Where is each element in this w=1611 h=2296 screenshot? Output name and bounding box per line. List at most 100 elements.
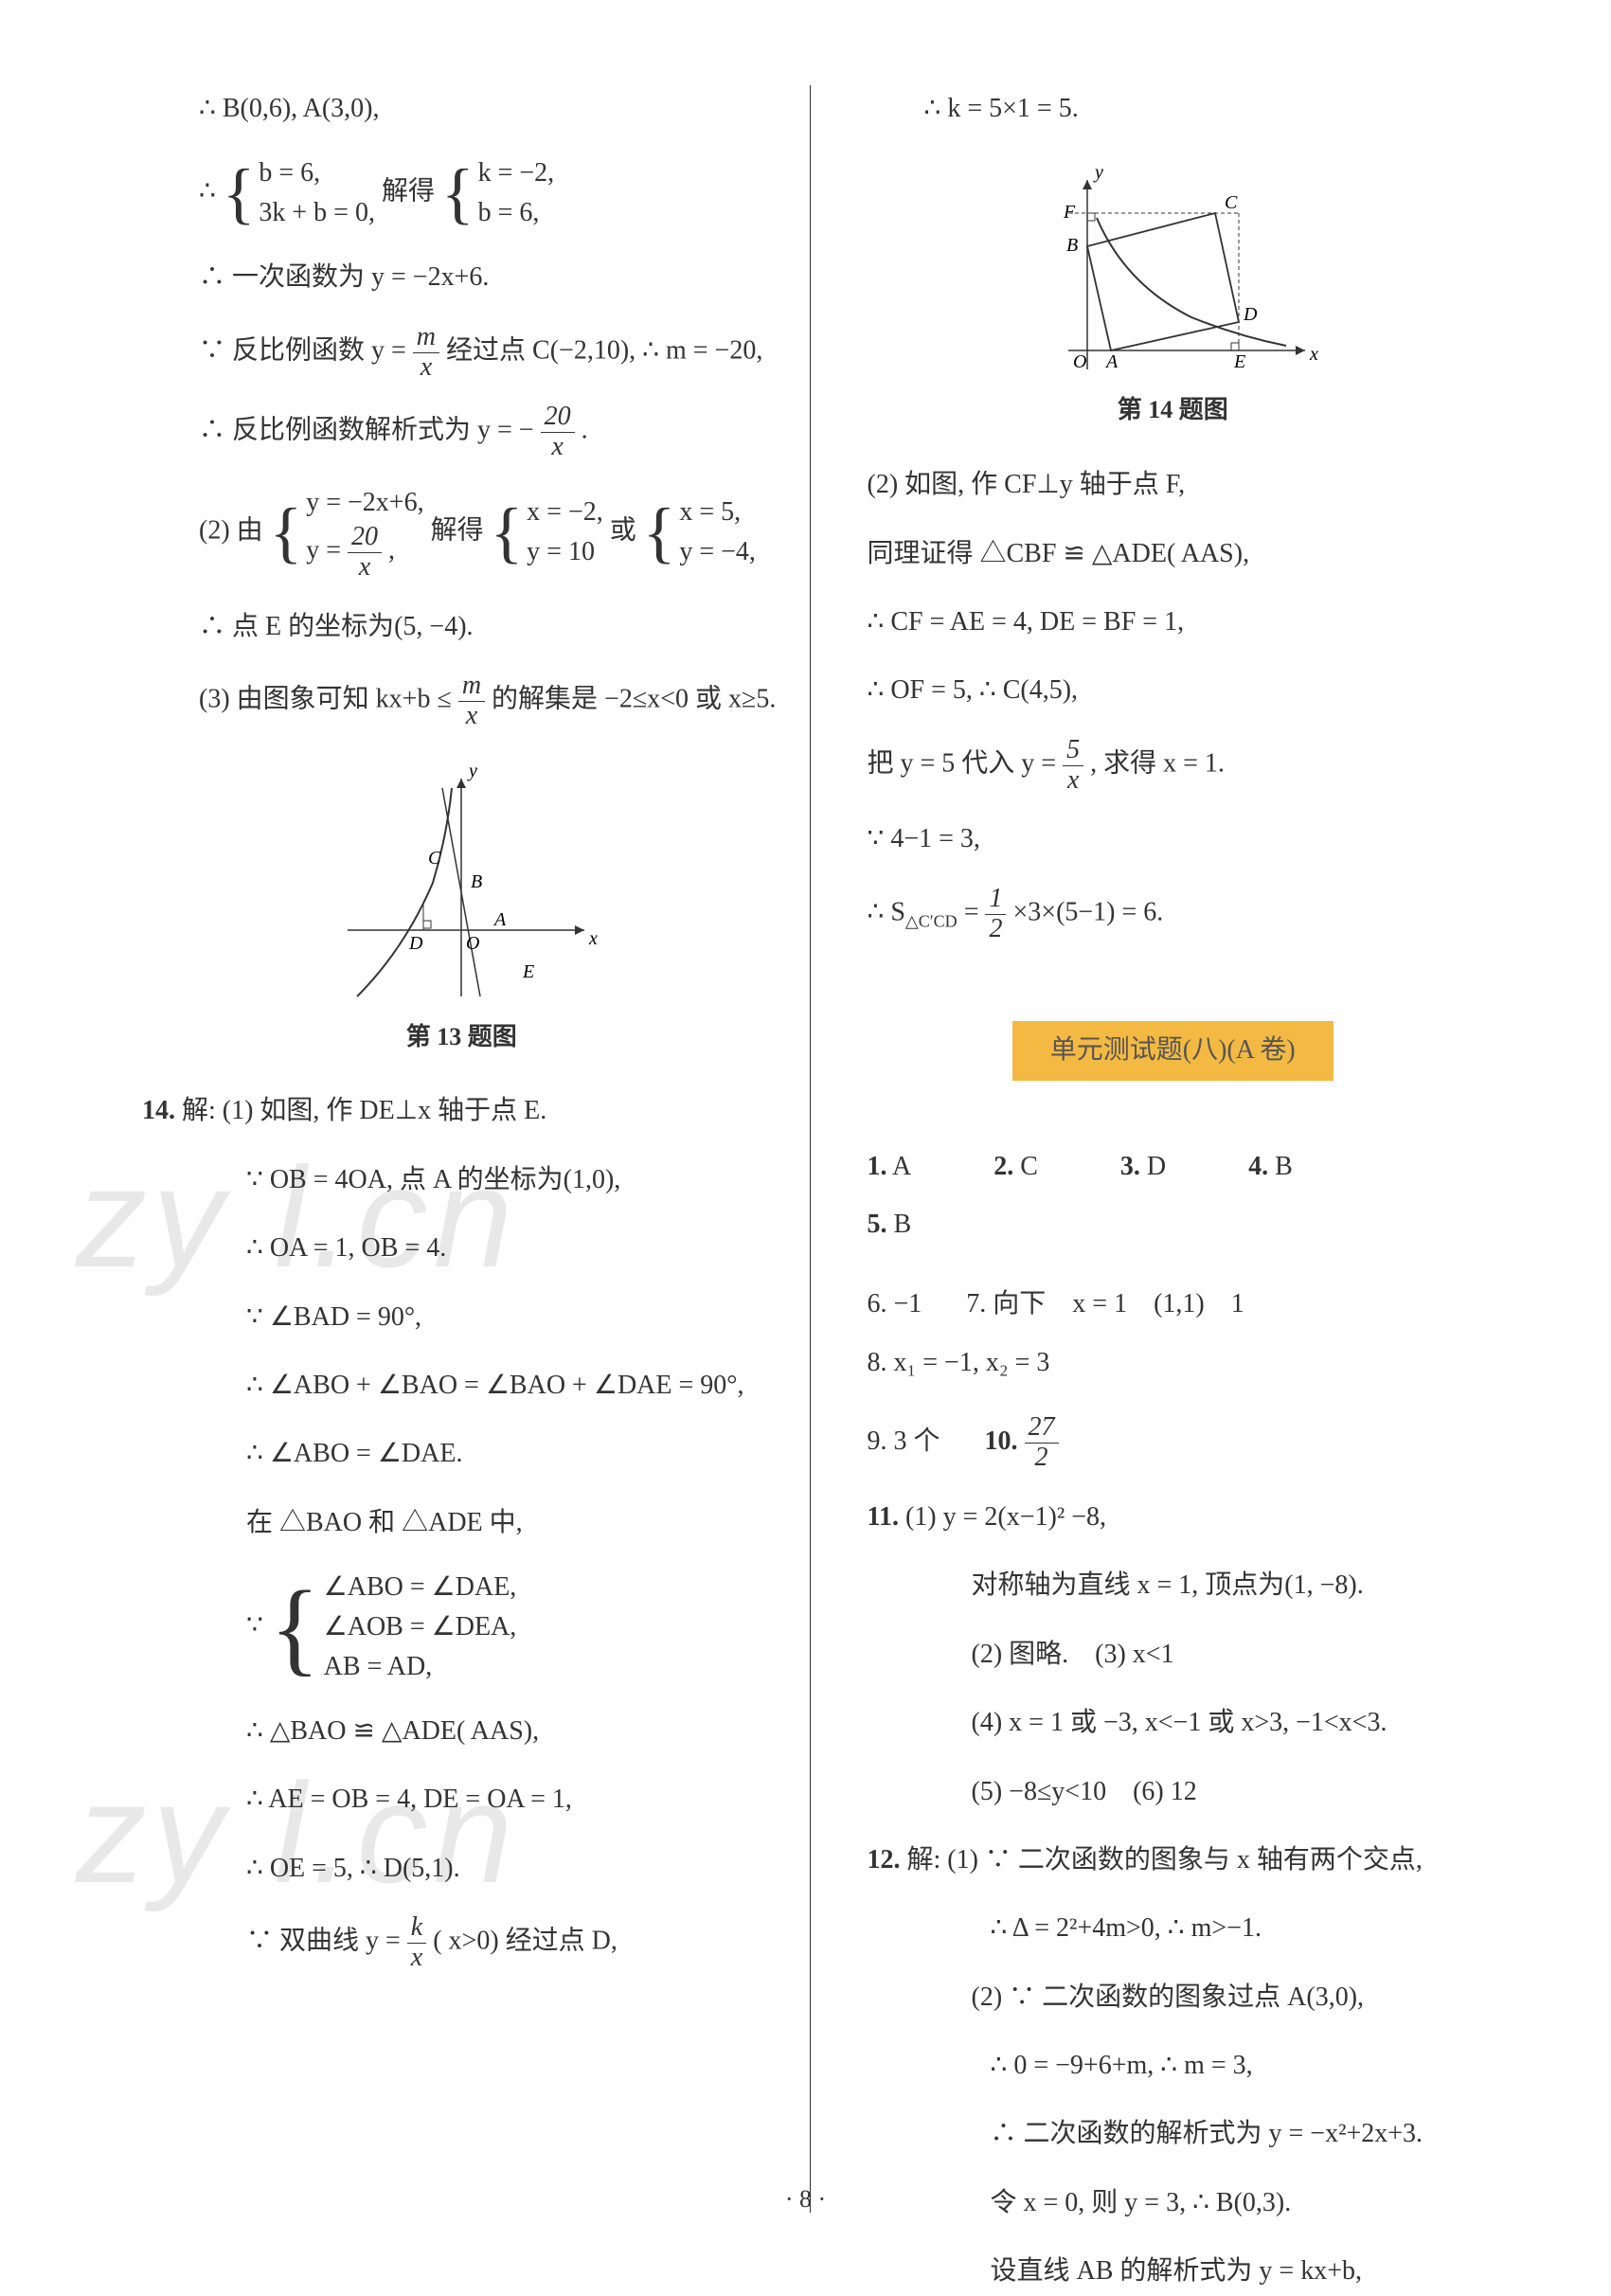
q14-head: 14. 解: (1) 如图, 作 DE⊥x 轴于点 E. xyxy=(142,1087,781,1135)
q12-line7: 设直线 AB 的解析式为 y = kx+b, xyxy=(868,2248,1479,2295)
eq: y = −2x+6, xyxy=(306,483,423,523)
text: 把 y = 5 代入 y = xyxy=(868,748,1057,778)
q14-line4: ∵ ∠BAD = 90°, xyxy=(142,1294,781,1341)
q11-line5: (5) −8≤y<10 (6) 12 xyxy=(868,1768,1479,1816)
q12-line5: ∴ 二次函数的解析式为 y = −x²+2x+3. xyxy=(868,2110,1479,2158)
q14-line2: ∵ OB = 4OA, 点 A 的坐标为(1,0), xyxy=(142,1157,781,1204)
eq: x = −2, xyxy=(527,493,603,532)
eq: AB = AD, xyxy=(324,1647,517,1687)
eq: y = 10 xyxy=(527,532,603,572)
eq: y = −4, xyxy=(679,532,756,572)
q12-line2: ∴ Δ = 2²+4m>0, ∴ m>−1. xyxy=(868,1905,1479,1952)
answers-row1: 1. A 2. C 3. D 4. B 5. B xyxy=(868,1138,1479,1254)
q12-line4: ∴ 0 = −9+6+m, ∴ m = 3, xyxy=(868,2042,1479,2090)
eq: ∠ABO = ∠DAE, xyxy=(324,1568,517,1607)
r-line1: ∴ k = 5×1 = 5. xyxy=(868,85,1479,133)
q11-line4: (4) x = 1 或 −3, x<−1 或 x>3, −1<x<3. xyxy=(868,1699,1479,1747)
svg-text:D: D xyxy=(408,933,423,954)
line-linear-fn: ∴ 一次函数为 y = −2x+6. xyxy=(142,254,781,301)
r-line4: ∴ CF = AE = 4, DE = BF = 1, xyxy=(868,599,1479,646)
eq-k-2: k = −2, xyxy=(478,153,555,193)
brace-icon: { xyxy=(491,502,524,564)
qnum-11: 11. xyxy=(868,1502,899,1532)
svg-text:y: y xyxy=(467,761,477,781)
answers-row3: 9. 3 个 10. 272 xyxy=(868,1412,1479,1473)
text: ∵ xyxy=(246,1611,263,1641)
q14-line9: ∴ △BAO ≌ △ADE( AAS), xyxy=(142,1708,781,1755)
text: y = xyxy=(306,536,341,565)
text: 经过点 C(−2,10), ∴ m = −20, xyxy=(446,336,762,366)
den: 2 xyxy=(1025,1444,1059,1473)
figure-14: y x F C B O A E D xyxy=(868,161,1479,379)
line-e-coord: ∴ 点 E 的坐标为(5, −4). xyxy=(142,603,781,651)
svg-text:x: x xyxy=(588,928,598,949)
text-solve: 解得 xyxy=(382,177,435,206)
svg-text:O: O xyxy=(1073,351,1086,372)
q14-line12: ∵ 双曲线 y = kx ( x>0) 经过点 D, xyxy=(142,1913,781,1973)
left-column: ∴ B(0,6), A(3,0), ∴ { b = 6, 3k + b = 0,… xyxy=(114,85,811,2213)
ans-1: 1. A xyxy=(868,1152,950,1181)
text: , xyxy=(388,536,395,565)
line-part2: (2) 由 { y = −2x+6, y = 20x , 解得 { x = −2… xyxy=(142,483,781,583)
figure-14-caption: 第 14 题图 xyxy=(868,388,1479,433)
line-inverse-fn: ∵ 反比例函数 y = mx 经过点 C(−2,10), ∴ m = −20, xyxy=(142,323,781,383)
num: m xyxy=(413,323,439,353)
eq: x = 5, xyxy=(679,493,756,532)
den: x xyxy=(458,702,485,731)
qnum-12: 12. xyxy=(868,1845,901,1874)
ans-5: 5. B xyxy=(868,1210,950,1239)
text: ∵ 反比例函数 y = xyxy=(199,336,406,366)
figure-13-caption: 第 13 题图 xyxy=(142,1015,781,1060)
svg-text:O: O xyxy=(466,933,479,954)
den: x xyxy=(348,553,382,583)
text: ( x>0) 经过点 D, xyxy=(433,1927,618,1956)
svg-text:E: E xyxy=(1233,351,1245,372)
text: (1) y = 2(x−1)² −8, xyxy=(905,1502,1106,1532)
r-line2: (2) 如图, 作 CF⊥y 轴于点 F, xyxy=(868,461,1479,509)
q12-head: 12. 解: (1) ∵ 二次函数的图象与 x 轴有两个交点, xyxy=(868,1837,1479,1884)
r-line5: ∴ OF = 5, ∴ C(4,5), xyxy=(868,667,1479,714)
num: 5 xyxy=(1063,736,1083,766)
brace-icon: { xyxy=(643,502,676,564)
brace-icon: { xyxy=(270,1581,320,1675)
text: ∵ 双曲线 y = xyxy=(246,1927,401,1956)
line-inverse-result: ∴ 反比例函数解析式为 y = − 20x . xyxy=(142,403,781,462)
num: 1 xyxy=(985,885,1006,915)
r-line7: ∵ 4−1 = 3, xyxy=(868,816,1479,863)
section-title-8a: 单元测试题(八)(A 卷) xyxy=(1012,1021,1334,1080)
q14-line10: ∴ AE = OB = 4, DE = OA = 1, xyxy=(142,1776,781,1823)
ans-10: 10. 272 xyxy=(985,1426,1135,1456)
ans-4: 4. B xyxy=(1248,1152,1331,1181)
svg-text:B: B xyxy=(1066,235,1078,256)
q12-line6: 令 x = 0, 则 y = 3, ∴ B(0,3). xyxy=(868,2179,1479,2227)
num: 20 xyxy=(348,523,382,553)
q11-head: 11. (1) y = 2(x−1)² −8, xyxy=(868,1494,1479,1541)
eq: ∠AOB = ∠DEA, xyxy=(324,1607,517,1647)
svg-text:E: E xyxy=(522,961,534,982)
num: 27 xyxy=(1025,1413,1059,1444)
svg-text:y: y xyxy=(1093,162,1103,183)
text: ×3×(5−1) = 6. xyxy=(1012,897,1163,926)
den: x xyxy=(413,353,439,383)
line-part3: (3) 由图象可知 kx+b ≤ mx 的解集是 −2≤x<0 或 x≥5. xyxy=(142,672,781,731)
svg-text:D: D xyxy=(1243,304,1258,325)
text: 的解集是 −2≤x<0 或 x≥5. xyxy=(492,685,776,714)
line-b-a: ∴ B(0,6), A(3,0), xyxy=(142,85,781,133)
q14-line5: ∴ ∠ABO + ∠BAO = ∠BAO + ∠DAE = 90°, xyxy=(142,1362,781,1409)
svg-text:C: C xyxy=(1225,192,1238,213)
text: (2) 由 xyxy=(199,516,263,546)
svg-text:A: A xyxy=(492,909,507,930)
ans-9: 9. 3 个 xyxy=(868,1426,940,1456)
ans-8: 8. x₁ = −1, x₂ = 3 xyxy=(868,1348,1050,1377)
den: x xyxy=(541,433,575,462)
svg-text:A: A xyxy=(1104,351,1119,372)
eq-frac: y = 20x , xyxy=(306,523,423,583)
num: 20 xyxy=(541,403,575,433)
q14-line3: ∴ OA = 1, OB = 4. xyxy=(142,1225,781,1272)
den: 2 xyxy=(985,915,1006,944)
text: 解得 xyxy=(431,516,484,546)
line-system-1: ∴ { b = 6, 3k + b = 0, 解得 { k = −2, b = … xyxy=(142,153,781,233)
eq-b6: b = 6, xyxy=(259,153,375,193)
answers-row2: 6. −1 7. 向下 x = 1 (1,1) 1 8. x₁ = −1, x₂… xyxy=(868,1275,1479,1391)
therefore: ∴ xyxy=(199,177,216,206)
